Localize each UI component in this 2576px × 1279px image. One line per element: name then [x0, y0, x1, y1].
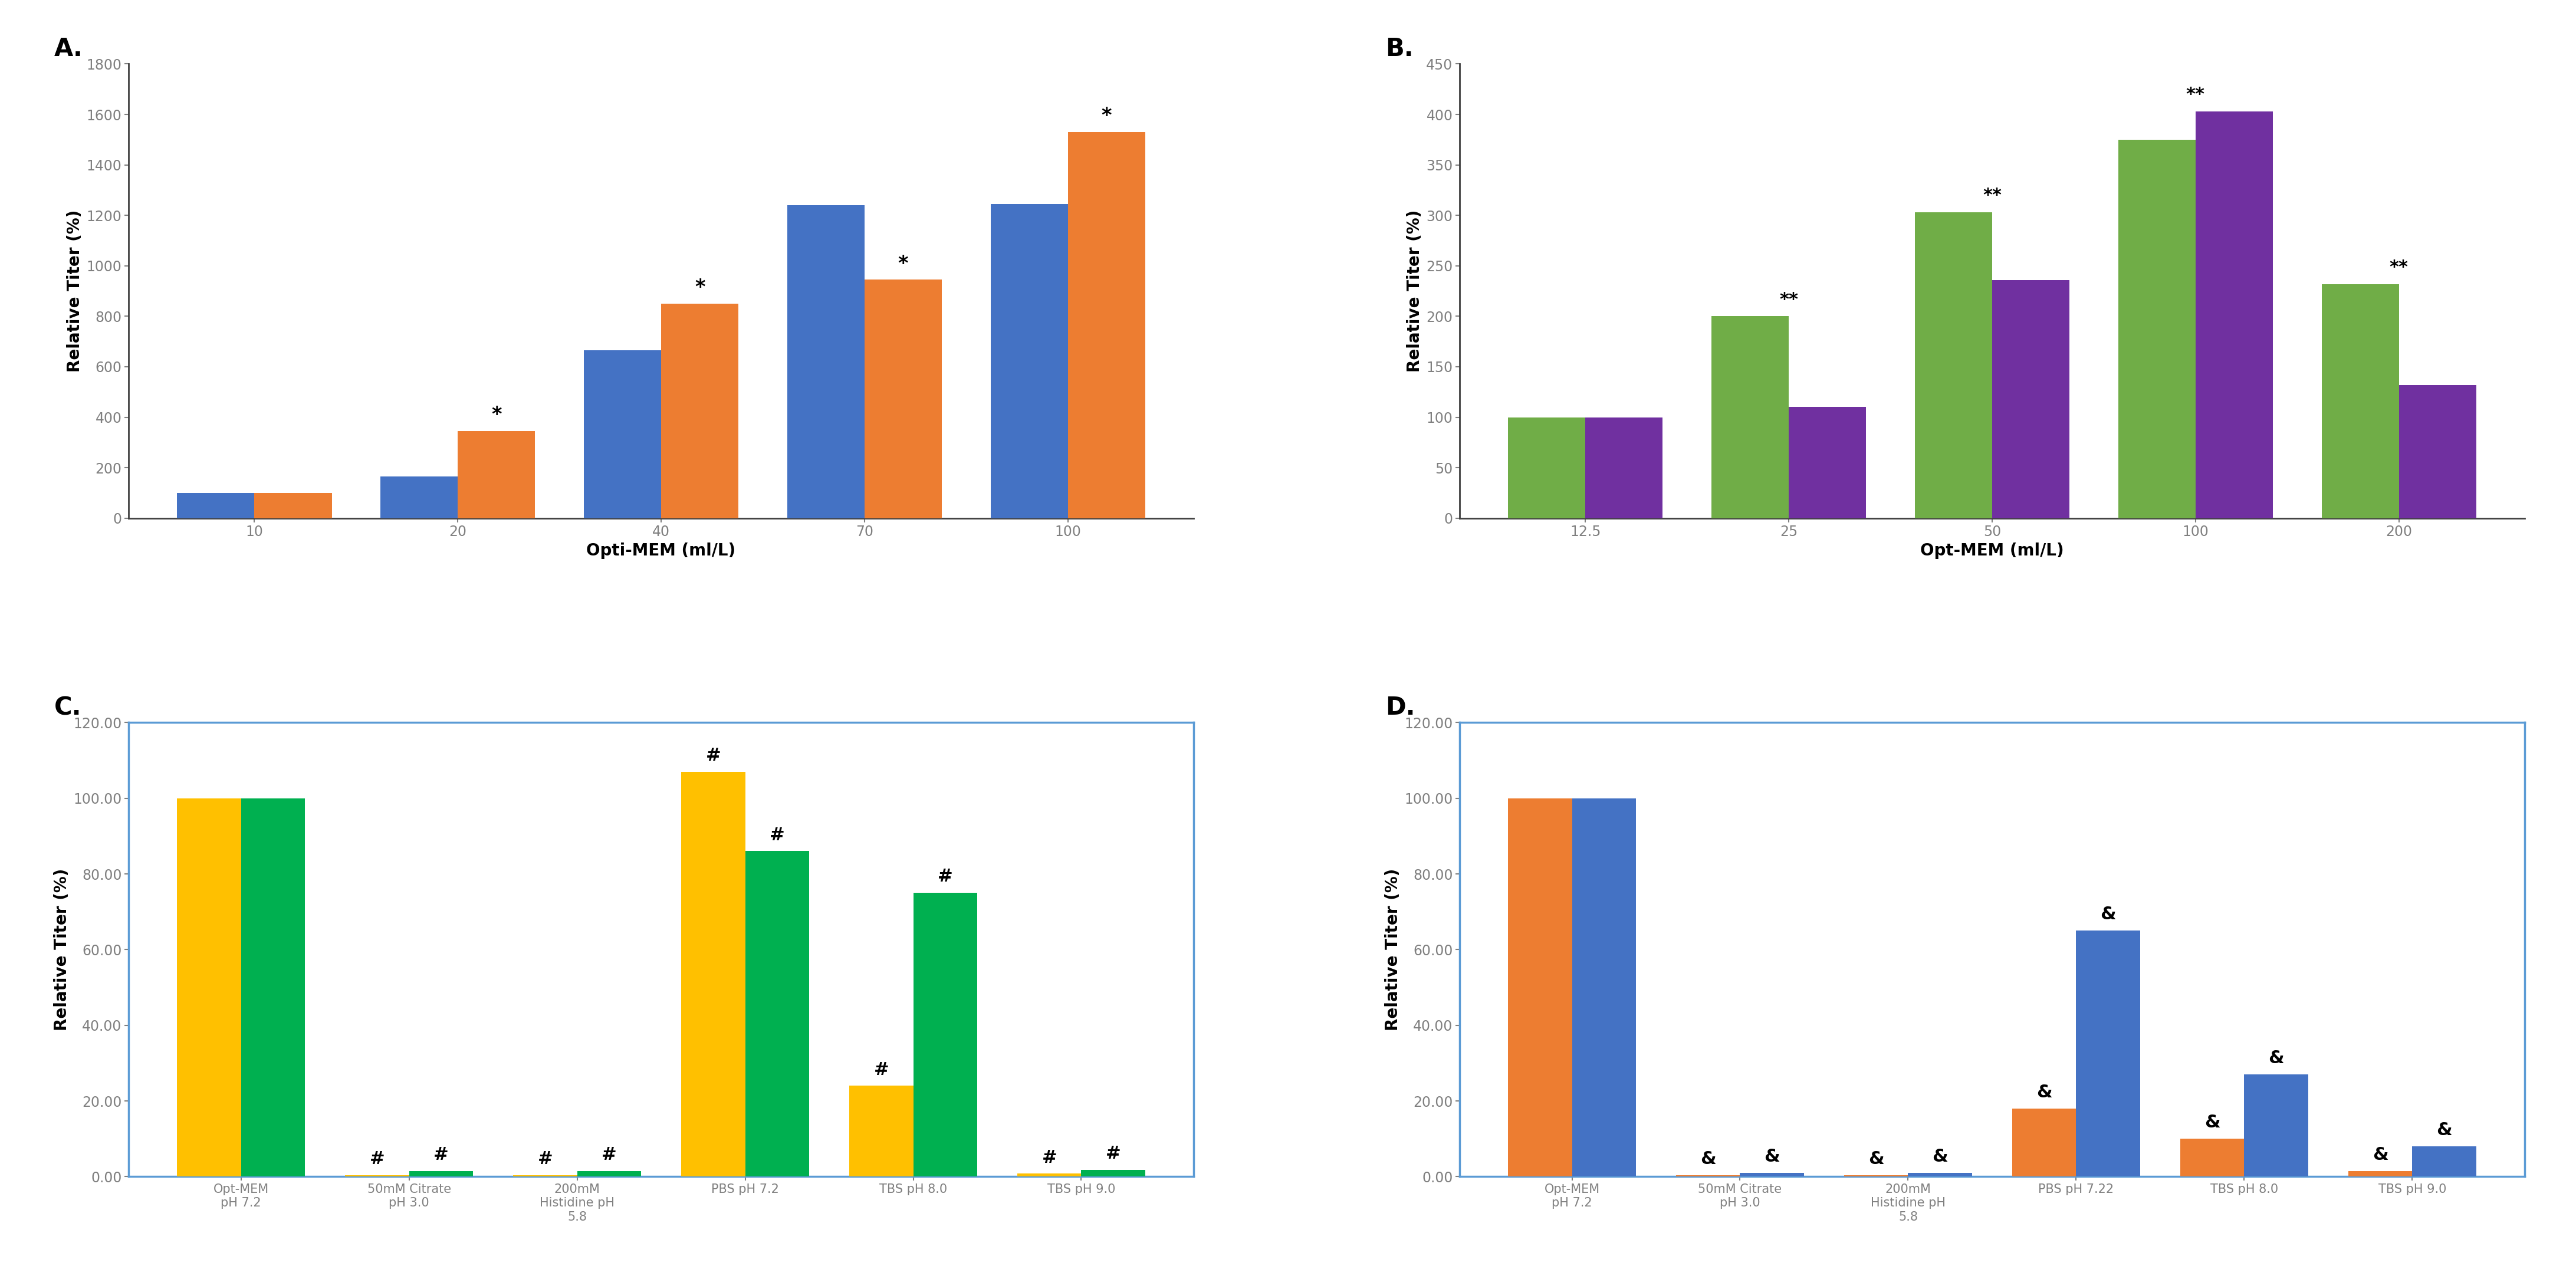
Bar: [345, 1175, 410, 1177]
Bar: [992, 203, 1069, 518]
Bar: [1082, 1170, 1146, 1177]
Bar: [2117, 139, 2195, 518]
Text: #: #: [1105, 1145, 1121, 1163]
Bar: [914, 893, 976, 1177]
Text: **: **: [2187, 86, 2205, 104]
Legend: : [1177, 729, 1188, 739]
Bar: [577, 1172, 641, 1177]
Bar: [866, 280, 943, 518]
Text: &: &: [1932, 1149, 1947, 1165]
Bar: [1991, 280, 2069, 518]
Bar: [1710, 316, 1788, 518]
Text: **: **: [2391, 258, 2409, 276]
Bar: [513, 1175, 577, 1177]
Y-axis label: Relative Titer (%): Relative Titer (%): [54, 868, 70, 1031]
Bar: [1909, 1173, 1973, 1177]
Bar: [1571, 798, 1636, 1177]
Bar: [1507, 798, 1571, 1177]
Bar: [2244, 1074, 2308, 1177]
Text: #: #: [600, 1146, 616, 1164]
Text: A.: A.: [54, 37, 82, 61]
Text: B.: B.: [1386, 37, 1414, 61]
Bar: [1739, 1173, 1803, 1177]
Text: &: &: [2099, 906, 2115, 923]
Text: *: *: [899, 255, 909, 274]
Y-axis label: Relative Titer (%): Relative Titer (%): [1406, 210, 1422, 372]
Text: &: &: [2437, 1122, 2452, 1138]
Text: &: &: [1700, 1151, 1716, 1168]
Text: #: #: [706, 747, 721, 764]
Legend: : [1466, 70, 1479, 82]
Text: #: #: [938, 868, 953, 885]
Bar: [2012, 1109, 2076, 1177]
Bar: [788, 205, 866, 518]
Bar: [662, 303, 739, 518]
Bar: [410, 1172, 474, 1177]
Bar: [2411, 1146, 2476, 1177]
Bar: [2321, 284, 2398, 518]
Text: &: &: [2205, 1114, 2221, 1131]
Bar: [1788, 407, 1865, 518]
Bar: [1069, 132, 1146, 518]
Text: &: &: [1868, 1151, 1883, 1168]
Bar: [381, 477, 459, 518]
Text: &: &: [2038, 1083, 2053, 1101]
Text: #: #: [368, 1151, 384, 1168]
Text: **: **: [1984, 187, 2002, 205]
Bar: [850, 1086, 914, 1177]
X-axis label: Opti-MEM (ml/L): Opti-MEM (ml/L): [587, 542, 737, 559]
Bar: [178, 492, 255, 518]
Text: #: #: [433, 1146, 448, 1164]
Bar: [459, 431, 536, 518]
Text: *: *: [492, 405, 502, 425]
Text: #: #: [770, 826, 786, 844]
Y-axis label: Relative Titer (%): Relative Titer (%): [1383, 868, 1401, 1031]
Bar: [1677, 1175, 1739, 1177]
Bar: [255, 492, 332, 518]
Y-axis label: Relative Titer (%): Relative Titer (%): [67, 210, 82, 372]
Text: &: &: [2269, 1050, 2285, 1067]
Bar: [680, 771, 744, 1177]
Bar: [1507, 417, 1584, 518]
Text: *: *: [696, 278, 706, 297]
Bar: [2398, 385, 2476, 518]
Text: D.: D.: [1386, 696, 1414, 720]
Text: *: *: [1103, 106, 1113, 125]
Text: &: &: [2372, 1146, 2388, 1164]
Bar: [1584, 417, 1662, 518]
Bar: [1018, 1174, 1082, 1177]
Bar: [2179, 1138, 2244, 1177]
Bar: [2076, 931, 2141, 1177]
Text: C.: C.: [54, 696, 82, 720]
Text: #: #: [1041, 1149, 1056, 1166]
Legend: : [2506, 729, 2517, 739]
Bar: [178, 798, 242, 1177]
Text: **: **: [1780, 292, 1798, 308]
Bar: [242, 798, 304, 1177]
X-axis label: Opt-MEM (ml/L): Opt-MEM (ml/L): [1919, 542, 2063, 559]
Bar: [744, 852, 809, 1177]
Bar: [585, 350, 662, 518]
Text: #: #: [538, 1151, 554, 1168]
Legend: : [137, 70, 147, 82]
Text: #: #: [873, 1062, 889, 1078]
Bar: [2195, 111, 2272, 518]
Bar: [2349, 1172, 2411, 1177]
Bar: [1914, 212, 1991, 518]
Text: &: &: [1765, 1149, 1780, 1165]
Bar: [1844, 1175, 1909, 1177]
